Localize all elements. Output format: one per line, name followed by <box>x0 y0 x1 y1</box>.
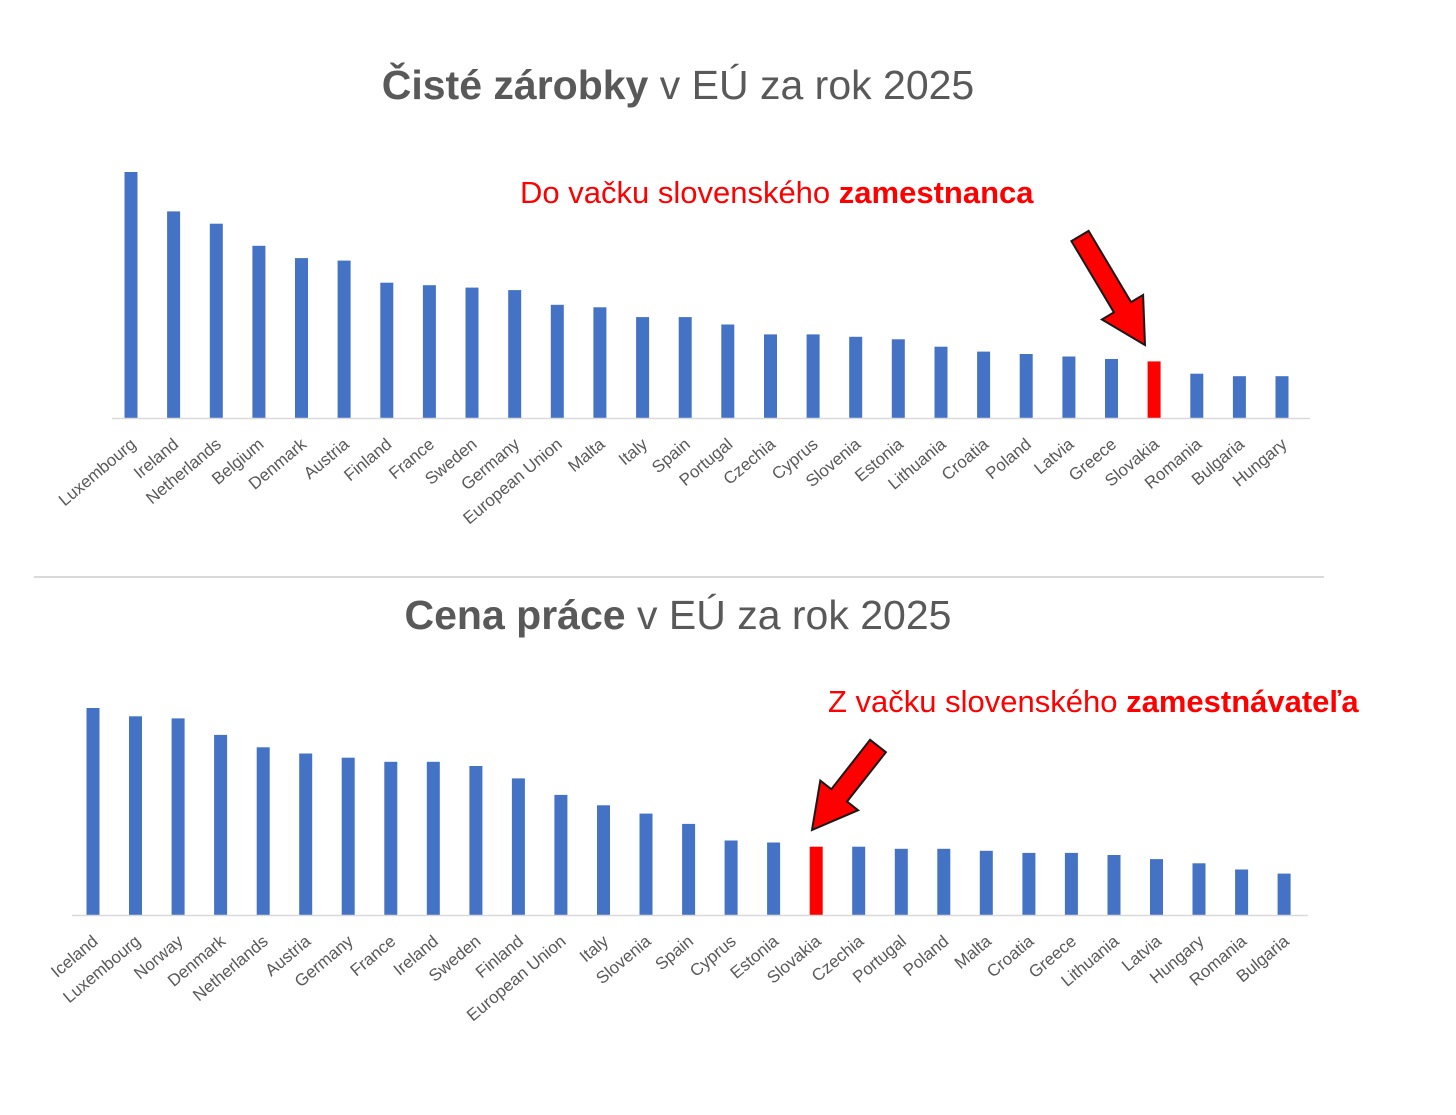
annotation-bold: zamestnávateľa <box>1126 684 1359 719</box>
tick-label: France <box>347 932 400 981</box>
bar-european-union <box>554 794 568 915</box>
tick-label: Poland <box>900 932 953 981</box>
bar-malta <box>979 850 993 915</box>
chart-title: Cena práce v EÚ za rok 2025 <box>0 592 1356 639</box>
bar-czechia <box>764 334 777 418</box>
bar-slovakia <box>1147 361 1161 418</box>
chart-net-earnings: LuxembourgIrelandNetherlandsBelgiumDenma… <box>55 172 1310 528</box>
chart-title-rest: v EÚ za rok 2025 <box>625 592 952 638</box>
bar-france <box>422 285 436 418</box>
bar-cyprus <box>724 840 738 915</box>
chart-title: Čisté zárobky v EÚ za rok 2025 <box>0 62 1356 109</box>
bar-austria <box>299 753 313 915</box>
annotation-normal: Z vačku slovenského <box>828 684 1127 719</box>
bar-czechia <box>852 846 866 915</box>
bar-estonia <box>891 339 905 418</box>
bar-bulgaria <box>1232 376 1246 418</box>
bar-denmark <box>295 258 308 418</box>
bar-norway <box>171 718 185 915</box>
bar-belgium <box>252 245 266 418</box>
bar-malta <box>593 307 607 418</box>
bar-ireland <box>426 761 440 915</box>
annotation-bold: zamestnanca <box>838 175 1034 210</box>
bar-slovenia <box>849 336 863 418</box>
bar-france <box>384 761 398 915</box>
bar-luxembourg <box>124 172 138 418</box>
bar-sweden <box>465 287 479 418</box>
bar-lithuania <box>934 346 948 418</box>
bar-finland <box>511 778 525 915</box>
bar-latvia <box>1062 356 1076 418</box>
chart-annotation: Z vačku slovenského zamestnávateľa <box>828 684 1359 720</box>
bar-poland <box>937 848 951 915</box>
bar-bulgaria <box>1277 873 1291 915</box>
bar-denmark <box>214 734 228 915</box>
annotation-normal: Do vačku slovenského <box>520 175 839 210</box>
bar-european-union <box>550 304 564 418</box>
bar-netherlands <box>256 747 270 915</box>
bar-finland <box>380 282 394 418</box>
bar-portugal <box>894 848 908 915</box>
bar-greece <box>1105 359 1118 418</box>
divider <box>34 576 1324 578</box>
arrow-icon <box>810 738 888 832</box>
bar-croatia <box>1022 852 1036 915</box>
chart-title-bold: Cena práce <box>404 592 626 638</box>
arrow-icon <box>1070 229 1147 347</box>
bar-hungary <box>1192 863 1206 915</box>
bar-portugal <box>721 324 735 418</box>
bar-luxembourg <box>129 716 142 915</box>
bar-poland <box>1019 354 1033 418</box>
bar-italy <box>597 805 610 915</box>
bar-germany <box>508 290 522 418</box>
bar-ireland <box>167 211 181 418</box>
chart-title-bold: Čisté zárobky <box>381 62 649 108</box>
bar-cyprus <box>806 334 820 418</box>
bar-slovakia <box>809 846 823 915</box>
bar-italy <box>636 317 650 418</box>
bar-spain <box>678 317 692 418</box>
bar-romania <box>1235 869 1249 915</box>
bar-greece <box>1064 852 1078 915</box>
bar-hungary <box>1275 376 1289 418</box>
bar-slovenia <box>639 813 653 915</box>
bar-netherlands <box>209 223 223 418</box>
bar-austria <box>337 260 351 418</box>
bar-spain <box>682 823 696 915</box>
bar-germany <box>341 757 355 915</box>
bar-lithuania <box>1107 855 1121 915</box>
bar-romania <box>1190 373 1204 418</box>
bar-croatia <box>977 351 991 418</box>
bar-estonia <box>767 842 781 915</box>
bar-iceland <box>86 708 100 915</box>
bar-latvia <box>1150 859 1163 915</box>
chart-title-rest: v EÚ za rok 2025 <box>648 62 975 108</box>
bar-sweden <box>469 766 483 915</box>
chart-annotation: Do vačku slovenského zamestnanca <box>520 175 1034 211</box>
